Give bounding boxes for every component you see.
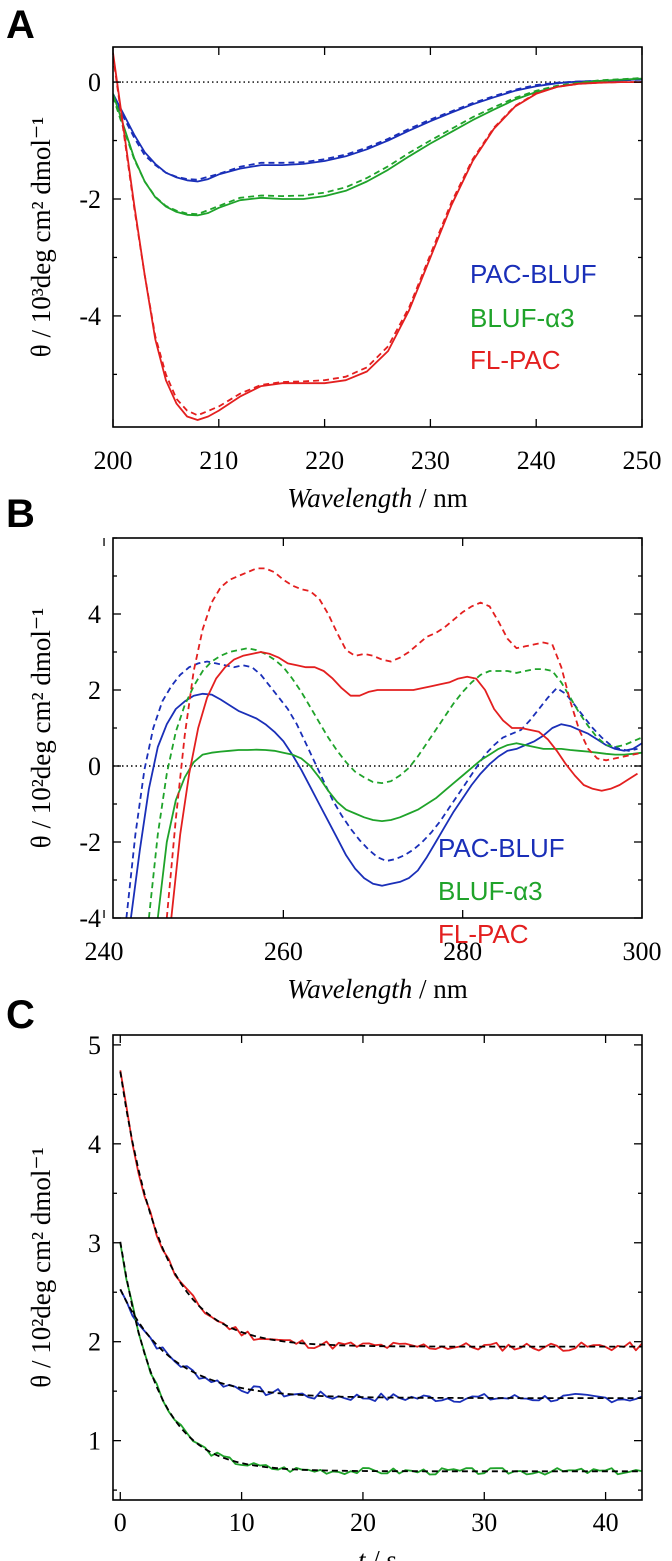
y-tick-label: -4 [79, 302, 101, 331]
series-group [125, 567, 642, 918]
series-bluf-3-solid [119, 1242, 642, 1476]
y-tick-label: 4 [88, 1130, 101, 1159]
x-tick-label: 260 [264, 937, 303, 966]
y-tick-label: 1 [88, 1427, 101, 1456]
x-tick-label: 240 [85, 937, 124, 966]
fit-line-fl-pac [119, 1071, 642, 1348]
panel-label-c: C [6, 993, 35, 1037]
x-tick-label: 200 [94, 446, 133, 475]
y-axis-label: θ / 10²deg cm² dmol⁻¹ [26, 608, 56, 848]
x-tick-label: 10 [229, 1508, 255, 1537]
panel-label-a: A [6, 3, 35, 47]
y-tick-label: 0 [88, 68, 101, 97]
x-axis-label: t / s [358, 1545, 397, 1561]
series-group [113, 52, 642, 421]
y-axis-label: θ / 10³deg cm² dmol⁻¹ [26, 117, 56, 357]
x-tick-label: 300 [623, 937, 662, 966]
x-axis-label-unit: / nm [412, 483, 468, 513]
legend-a-pac-bluf: PAC-BLUF [470, 259, 597, 289]
series-fl-pac-solid [170, 651, 638, 918]
x-axis-label-italic: Wavelength [287, 483, 412, 513]
x-axis-label: Wavelength / nm [287, 974, 467, 1004]
plot-frame [112, 46, 643, 428]
x-tick-label: 240 [517, 446, 556, 475]
panel-b-chart: 240 260 280 300 -4 -2 0 2 4 Wavelength / nm θ / 10… [26, 537, 662, 1004]
x-tick-label: 20 [350, 1508, 376, 1537]
series-fl-pac-solid [119, 1070, 642, 1352]
series-fl-pac-dashed [113, 55, 642, 417]
series-pac-bluf-solid [119, 1288, 642, 1404]
legend-a-fl-pac: FL-PAC [470, 345, 561, 375]
y-axis-label: θ / 10²deg cm² dmol⁻¹ [26, 1147, 56, 1387]
y-tick-label: 0 [88, 752, 101, 781]
series-pac-bluf-dashed [125, 660, 638, 918]
y-tick-label: -4 [79, 904, 101, 933]
x-axis-label-unit: / nm [412, 974, 468, 1004]
legend-a-bluf-a3: BLUF-α3 [470, 303, 575, 333]
x-tick-label: 40 [593, 1508, 619, 1537]
series-group [119, 1070, 642, 1476]
series-pac-bluf-solid [113, 78, 642, 183]
x-tick-label: 220 [305, 446, 344, 475]
x-tick-label: 30 [471, 1508, 497, 1537]
legend-c-fl-pac: FL-PAC [438, 919, 529, 949]
x-axis-label-unit: / s [366, 1545, 398, 1561]
fit-line-pac-bluf [119, 1288, 642, 1399]
x-tick-label: 280 [443, 937, 482, 966]
x-tick-label: 0 [114, 1508, 127, 1537]
x-tick-label: 250 [623, 446, 662, 475]
y-tick-label: -2 [79, 828, 101, 857]
x-axis-label: Wavelength / nm [287, 483, 467, 513]
panel-a-chart: 200 210 220 230 240 250 0 -2 -4 Wavelength / nm θ … [26, 46, 662, 513]
y-tick-label: 4 [88, 600, 101, 629]
x-axis-label-italic: Wavelength [287, 974, 412, 1004]
legend-c-bluf-a3: BLUF-α3 [438, 876, 543, 906]
panel-label-b: B [6, 492, 35, 536]
y-tick-label: 3 [88, 1229, 101, 1258]
series-bluf-3-solid [156, 742, 642, 918]
legend-c-pac-bluf: PAC-BLUF [438, 833, 565, 863]
series-fl-pac-solid [113, 52, 642, 421]
y-tick-label: 2 [88, 676, 101, 705]
series-bluf-3-solid [113, 77, 642, 217]
series-pac-bluf-solid [130, 692, 642, 918]
series-bluf-3-dashed [113, 77, 642, 216]
series-fl-pac-dashed [165, 567, 642, 918]
panel-c-chart: 0 10 20 30 40 1 2 3 4 5 t / s θ / 10²deg cm² dmol⁻¹ [26, 1031, 643, 1561]
x-axis-label-italic: t [358, 1545, 367, 1561]
legend-a: PAC-BLUF BLUF-α3 FL-PAC [470, 259, 597, 375]
legend-c: PAC-BLUF BLUF-α3 FL-PAC [438, 833, 565, 949]
y-tick-label: 5 [88, 1031, 101, 1060]
fit-line-bluf-α3 [119, 1241, 642, 1473]
plot-frame [112, 1034, 643, 1501]
series-pac-bluf-dashed [113, 78, 642, 181]
y-tick-label: 2 [88, 1328, 101, 1357]
x-tick-label: 210 [199, 446, 238, 475]
series-bluf-3-dashed [148, 647, 642, 918]
x-tick-label: 230 [411, 446, 450, 475]
y-tick-label: -2 [79, 185, 101, 214]
